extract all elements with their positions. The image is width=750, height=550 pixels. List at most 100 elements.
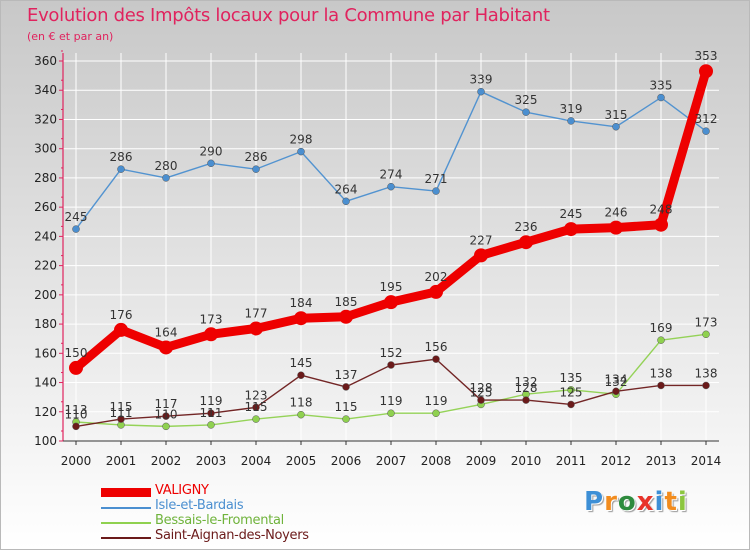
data-point-saint-aignan-des-noyers [657, 381, 665, 390]
data-label-valigny: 245 [560, 207, 583, 221]
data-point-bessais-le-fromental [657, 336, 665, 344]
x-tick-label: 2008 [421, 454, 452, 468]
x-tick-label: 2004 [241, 454, 272, 468]
data-label-valigny: 184 [290, 296, 313, 310]
data-point-isle-et-bardais [297, 147, 305, 156]
data-point-valigny [609, 220, 623, 235]
data-point-valigny [519, 235, 533, 250]
legend-swatch [101, 537, 151, 539]
data-label-bessais-le-fromental: 119 [425, 394, 448, 408]
data-label-valigny: 176 [110, 308, 133, 322]
data-label-bessais-le-fromental: 113 [65, 403, 88, 417]
data-label-bessais-le-fromental: 119 [380, 394, 403, 408]
data-point-saint-aignan-des-noyers [432, 355, 440, 363]
x-tick-label: 2013 [646, 454, 677, 468]
chart-subtitle: (en € et par an) [27, 30, 114, 43]
data-label-valigny: 248 [650, 203, 673, 217]
data-point-isle-et-bardais [702, 127, 710, 135]
data-label-isle-et-bardais: 298 [290, 133, 313, 147]
y-tick-label: 340 [34, 83, 57, 97]
data-point-isle-et-bardais [387, 182, 395, 191]
data-label-valigny: 236 [515, 220, 538, 234]
data-point-valigny [204, 327, 218, 342]
data-label-saint-aignan-des-noyers: 128 [470, 381, 493, 395]
logo-letter: r [604, 487, 618, 517]
data-label-bessais-le-fromental: 111 [110, 406, 133, 420]
data-point-saint-aignan-des-noyers [297, 371, 305, 379]
y-tick-label: 100 [34, 434, 57, 448]
data-point-saint-aignan-des-noyers [477, 396, 485, 404]
data-label-valigny: 202 [425, 270, 448, 284]
data-point-valigny [699, 64, 713, 79]
data-point-saint-aignan-des-noyers [522, 396, 530, 404]
data-point-isle-et-bardais [72, 225, 80, 233]
data-point-isle-et-bardais [477, 87, 485, 96]
data-point-bessais-le-fromental [252, 415, 260, 423]
legend-label: Bessais-le-Fromental [155, 513, 284, 528]
data-label-valigny: 353 [695, 49, 718, 63]
data-label-saint-aignan-des-noyers: 115 [110, 400, 133, 414]
data-point-isle-et-bardais [567, 117, 575, 125]
data-label-bessais-le-fromental: 132 [605, 375, 628, 389]
x-tick-label: 2001 [106, 454, 137, 468]
data-label-saint-aignan-des-noyers: 138 [650, 366, 673, 380]
data-label-isle-et-bardais: 315 [605, 108, 628, 122]
x-tick-label: 2011 [556, 454, 587, 468]
data-point-isle-et-bardais [207, 159, 215, 168]
data-label-bessais-le-fromental: 110 [155, 407, 178, 421]
x-tick-label: 2012 [601, 454, 632, 468]
data-label-valigny: 195 [380, 280, 403, 294]
data-label-valigny: 173 [200, 312, 223, 326]
data-point-bessais-le-fromental [207, 421, 215, 429]
data-label-isle-et-bardais: 339 [470, 73, 493, 87]
data-label-saint-aignan-des-noyers: 137 [335, 368, 358, 382]
data-point-valigny [564, 222, 578, 237]
data-label-saint-aignan-des-noyers: 152 [380, 346, 403, 360]
legend-swatch [101, 522, 151, 524]
data-label-bessais-le-fromental: 115 [245, 400, 268, 414]
data-label-isle-et-bardais: 271 [425, 172, 448, 186]
data-label-isle-et-bardais: 274 [380, 168, 403, 182]
data-point-bessais-le-fromental [432, 409, 440, 417]
data-point-bessais-le-fromental [342, 415, 350, 423]
legend-label: Isle-et-Bardais [155, 498, 244, 513]
data-label-bessais-le-fromental: 132 [515, 375, 538, 389]
data-point-valigny [654, 217, 668, 232]
data-point-valigny [384, 295, 398, 310]
data-label-isle-et-bardais: 280 [155, 159, 178, 173]
data-point-bessais-le-fromental [387, 409, 395, 417]
data-label-saint-aignan-des-noyers: 117 [155, 397, 178, 411]
y-tick-label: 220 [34, 259, 57, 273]
data-label-isle-et-bardais: 286 [245, 150, 268, 164]
data-point-isle-et-bardais [252, 165, 260, 173]
data-label-isle-et-bardais: 335 [650, 79, 673, 93]
y-tick-label: 160 [34, 346, 57, 360]
data-point-saint-aignan-des-noyers [612, 387, 620, 396]
legend-label: VALIGNY [155, 483, 209, 498]
data-point-saint-aignan-des-noyers [567, 400, 575, 409]
data-point-saint-aignan-des-noyers [702, 381, 710, 390]
logo-letter: o [617, 487, 637, 517]
data-label-valigny: 164 [155, 325, 178, 339]
data-point-valigny [114, 322, 128, 337]
x-tick-label: 2002 [151, 454, 182, 468]
logo-letter: i [677, 487, 688, 517]
logo-letter: P [584, 487, 605, 517]
data-point-bessais-le-fromental [702, 330, 710, 339]
data-label-saint-aignan-des-noyers: 156 [425, 340, 448, 354]
y-tick-label: 360 [34, 54, 57, 68]
data-label-valigny: 185 [335, 295, 358, 309]
data-point-saint-aignan-des-noyers [342, 383, 350, 391]
y-tick-label: 260 [34, 200, 57, 214]
data-label-bessais-le-fromental: 135 [560, 371, 583, 385]
data-point-valigny [294, 311, 308, 326]
data-point-saint-aignan-des-noyers [162, 412, 170, 420]
data-label-valigny: 177 [245, 306, 268, 320]
data-label-saint-aignan-des-noyers: 119 [200, 394, 223, 408]
data-point-saint-aignan-des-noyers [117, 415, 125, 423]
data-label-isle-et-bardais: 312 [695, 112, 718, 126]
proxiti-logo: Proxiti [584, 487, 688, 517]
data-label-valigny: 227 [470, 233, 493, 247]
